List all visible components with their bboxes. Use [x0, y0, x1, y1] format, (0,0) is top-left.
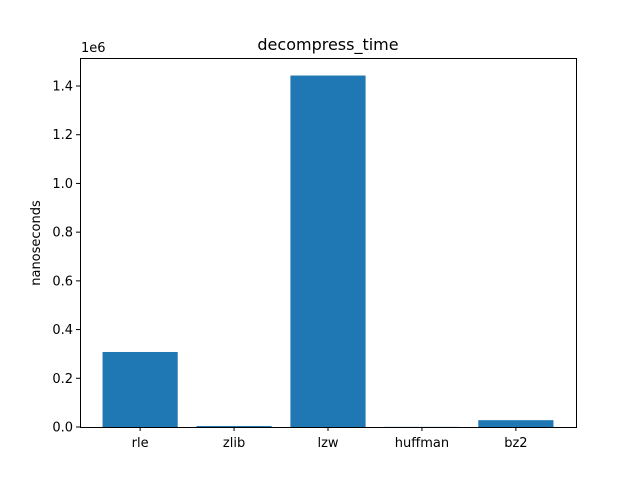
- y-tick-label: 1.4: [52, 80, 73, 95]
- x-axis-ticks: rle zlib lzw huffman bz2: [132, 427, 528, 451]
- bar-bz2: [478, 420, 554, 427]
- x-tick-label: huffman: [395, 436, 449, 451]
- x-tick-label: rle: [132, 436, 149, 451]
- y-axis-ticks: 0.0 0.2 0.4 0.6 0.8 1.0 1.2 1.4: [52, 80, 80, 436]
- y-tick-label: 0.6: [52, 274, 73, 289]
- x-tick-label: lzw: [317, 436, 338, 451]
- chart-title: decompress_time: [257, 35, 398, 55]
- y-scale-label: 1e6: [81, 41, 106, 56]
- y-tick-label: 1.2: [52, 128, 73, 143]
- bar-rle: [102, 351, 178, 427]
- y-tick-label: 0.8: [52, 226, 73, 241]
- x-tick-label: zlib: [223, 436, 245, 451]
- y-tick-label: 0.4: [52, 323, 73, 338]
- x-tick-label: bz2: [504, 436, 527, 451]
- y-tick-label: 0.0: [52, 421, 73, 436]
- y-axis-label: nanoseconds: [29, 200, 44, 286]
- y-tick-label: 0.2: [52, 372, 73, 387]
- y-tick-label: 1.0: [52, 177, 73, 192]
- plot-frame: [80, 58, 577, 428]
- bars-group: [102, 75, 554, 428]
- bar-zlib: [196, 426, 272, 427]
- bar-lzw: [290, 75, 366, 428]
